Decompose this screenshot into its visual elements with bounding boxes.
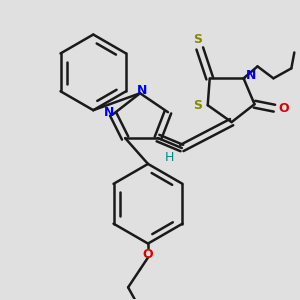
- Text: N: N: [104, 106, 114, 119]
- Text: O: O: [143, 248, 153, 261]
- Text: S: S: [193, 99, 202, 112]
- Text: S: S: [193, 33, 202, 46]
- Text: O: O: [278, 102, 289, 115]
- Text: N: N: [137, 84, 147, 97]
- Text: H: H: [165, 152, 175, 164]
- Text: N: N: [246, 69, 257, 82]
